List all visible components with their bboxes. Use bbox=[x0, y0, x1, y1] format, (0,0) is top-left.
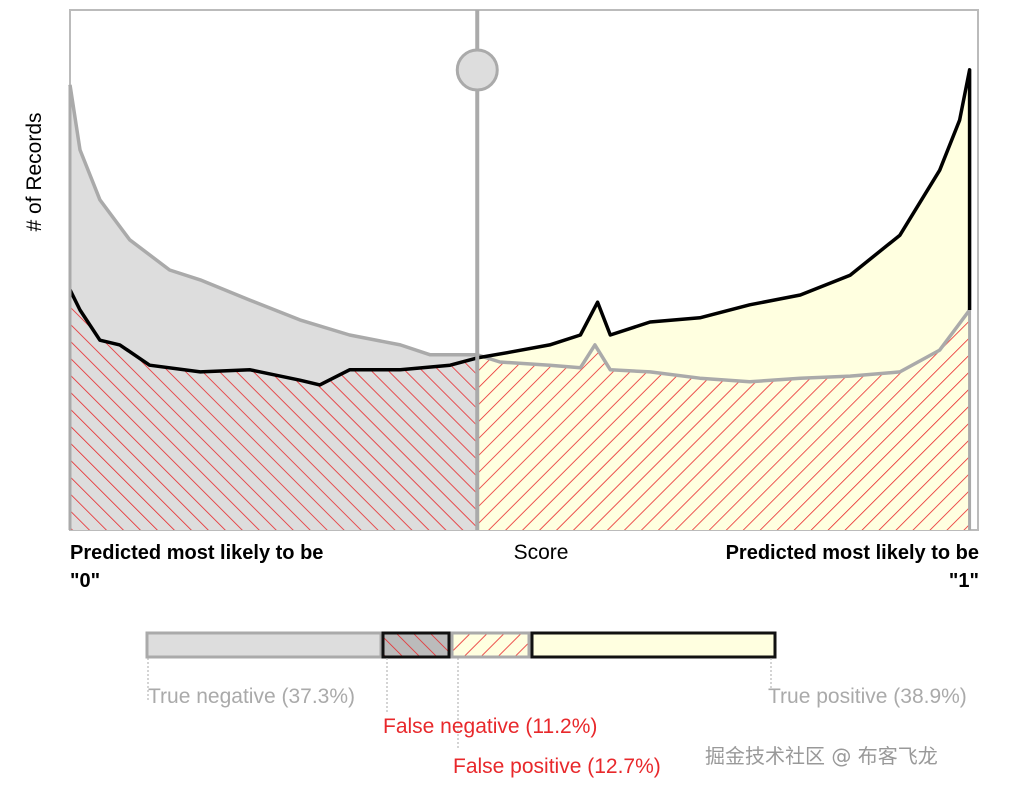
threshold-handle[interactable] bbox=[455, 48, 499, 92]
y-axis-label: # of Records bbox=[23, 112, 46, 231]
x-axis-label: Score bbox=[514, 541, 569, 564]
legend-true-negative-box bbox=[145, 631, 383, 659]
right-label-line1: Predicted most likely to be bbox=[726, 542, 979, 564]
series-black-line bbox=[68, 68, 972, 387]
left-label-line2: "0" bbox=[70, 570, 100, 592]
legend-false-negative-hatch bbox=[381, 631, 451, 659]
false-positive-hatch-area bbox=[477, 310, 970, 530]
legend-true-positive-label: True positive (38.9%) bbox=[768, 685, 967, 708]
false-negative-hatch-area bbox=[70, 289, 478, 530]
series-gray-line bbox=[68, 84, 972, 384]
confusion-legend: True negative (37.3%) False negative (11… bbox=[145, 631, 967, 778]
watermark: 掘金技术社区 @ 布客飞龙 bbox=[705, 744, 938, 768]
right-label-line2: "1" bbox=[949, 570, 979, 592]
left-label-line1: Predicted most likely to be bbox=[70, 542, 323, 564]
legend-true-negative-label: True negative (37.3%) bbox=[148, 685, 355, 708]
legend-true-positive-box bbox=[530, 631, 777, 659]
legend-false-positive-hatch bbox=[450, 631, 531, 659]
legend-false-positive-label: False positive (12.7%) bbox=[453, 755, 661, 778]
legend-false-negative-label: False negative (11.2%) bbox=[383, 715, 597, 738]
